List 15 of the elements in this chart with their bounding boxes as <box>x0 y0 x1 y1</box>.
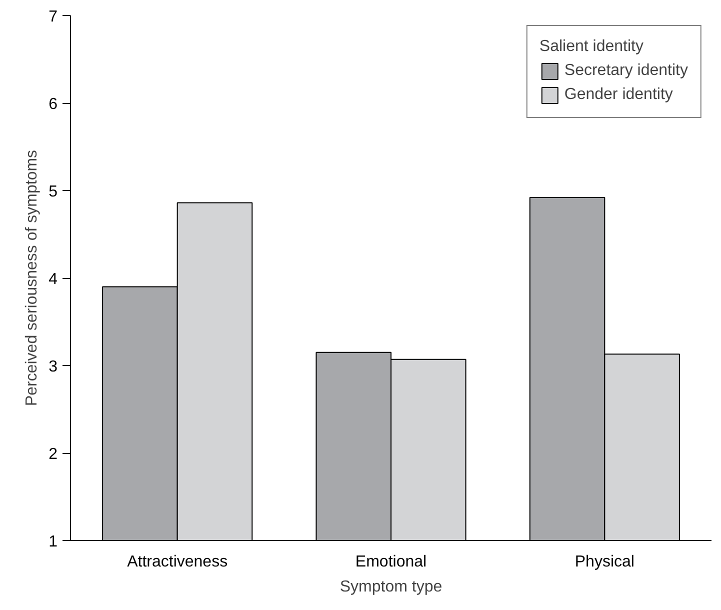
legend-label: Gender identity <box>564 86 673 104</box>
y-tick-label: 2 <box>48 446 58 463</box>
y-tick-label: 4 <box>48 271 58 288</box>
legend-title: Salient identity <box>539 38 644 56</box>
x-tick-label: Physical <box>574 554 634 570</box>
y-axis-title: Perceived seriousness of symptoms <box>24 150 41 406</box>
y-tick-label: 1 <box>48 534 58 550</box>
y-tick-label: 7 <box>48 8 58 26</box>
x-tick-label: Attractiveness <box>127 554 228 570</box>
legend-label: Secretary identity <box>564 62 688 80</box>
y-tick-label: 3 <box>48 358 58 376</box>
x-tick-label: Emotional <box>355 554 427 570</box>
y-tick-label: 5 <box>48 184 58 200</box>
y-tick-label: 6 <box>48 96 58 113</box>
x-axis-title: Symptom type <box>340 578 442 596</box>
